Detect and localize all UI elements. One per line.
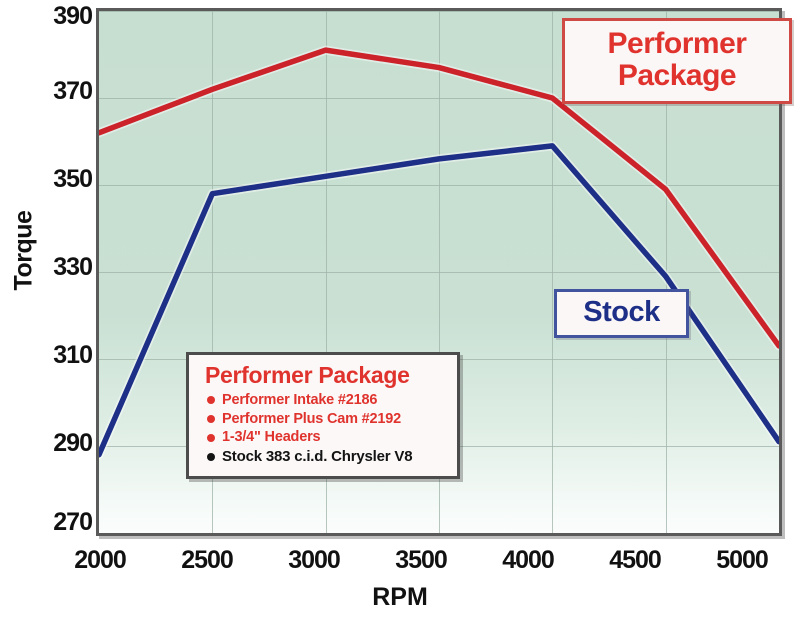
legend-item: Performer Intake #2186 (207, 392, 447, 409)
legend-item-label: Performer Plus Cam #2192 (222, 410, 401, 427)
gridline-vertical (439, 11, 440, 533)
legend-item: Stock 383 c.i.d. Chrysler V8 (207, 448, 447, 465)
gridline-vertical (212, 11, 214, 533)
y-tick-290: 290 (53, 429, 93, 457)
series-lines (99, 45, 779, 460)
bullet-icon (207, 396, 215, 405)
legend-item: Performer Plus Cam #2192 (207, 411, 447, 428)
x-tick-4500: 4500 (609, 546, 662, 574)
stock-callout: Stock (554, 289, 689, 338)
x-tick-2000: 2000 (74, 546, 127, 574)
performer-callout-line2: Package (617, 58, 737, 92)
bullet-icon (207, 452, 215, 461)
series-line-stock (99, 143, 779, 458)
series-line-performer-package (99, 47, 779, 349)
x-axis-title: RPM (372, 583, 428, 611)
y-tick-330: 330 (53, 253, 93, 281)
gridline-vertical (325, 11, 327, 533)
legend-item-label: 1-3/4" Headers (222, 429, 321, 446)
performer-package-callout: Performer Package (562, 18, 792, 104)
performer-callout-line1: Performer (607, 27, 747, 60)
y-axis-tick-labels: 390 370 350 330 310 290 270 (0, 0, 93, 620)
bullet-icon (207, 433, 215, 442)
legend-item: 1-3/4" Headers (207, 429, 447, 446)
x-tick-3000: 3000 (288, 546, 341, 574)
x-tick-3500: 3500 (395, 546, 448, 574)
x-tick-4000: 4000 (502, 546, 555, 574)
legend-item-label: Stock 383 c.i.d. Chrysler V8 (222, 448, 413, 466)
x-tick-5000: 5000 (716, 546, 769, 574)
y-tick-370: 370 (53, 77, 93, 105)
bullet-icon (207, 415, 215, 424)
legend-title: Performer Package (205, 362, 410, 388)
y-tick-350: 350 (53, 165, 93, 193)
legend-item-label: Performer Intake #2186 (222, 392, 378, 409)
y-tick-390: 390 (53, 2, 93, 30)
y-tick-270: 270 (53, 508, 93, 536)
gridline-vertical (665, 11, 667, 533)
legend: Performer Package Performer Intake #2186… (186, 352, 460, 480)
gridline-vertical (552, 11, 554, 533)
x-tick-2500: 2500 (181, 546, 234, 574)
y-tick-310: 310 (53, 341, 93, 369)
